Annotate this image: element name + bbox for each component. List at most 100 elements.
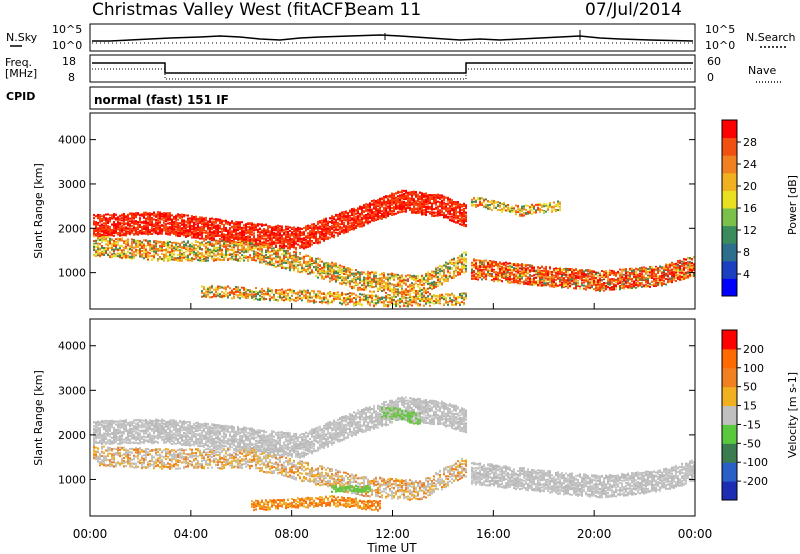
scatter-cell <box>385 213 387 216</box>
scatter-cell <box>113 244 115 247</box>
scatter-cell <box>185 224 187 227</box>
scatter-cell <box>151 227 153 230</box>
scatter-cell <box>431 203 433 206</box>
scatter-cell <box>205 231 207 234</box>
scatter-cell <box>463 224 465 227</box>
scatter-cell <box>411 199 413 202</box>
scatter-cell <box>439 214 441 217</box>
scatter-cell <box>437 212 439 215</box>
scatter-cell <box>299 227 301 230</box>
scatter-cell <box>131 254 133 257</box>
scatter-cell <box>309 232 311 235</box>
scatter-cell <box>291 257 293 260</box>
scatter-cell <box>177 247 179 250</box>
scatter-cell <box>93 247 95 250</box>
scatter-cell <box>377 201 379 204</box>
scatter-cell <box>169 221 171 224</box>
scatter-cell <box>187 230 189 233</box>
scatter-cell <box>403 206 405 209</box>
scatter-cell <box>395 212 397 215</box>
scatter-cell <box>229 221 231 224</box>
scatter-cell <box>313 242 315 245</box>
scatter-cell <box>211 222 213 225</box>
scatter-cell <box>209 234 211 237</box>
scatter-cell <box>353 210 355 213</box>
scatter-cell <box>391 196 393 199</box>
scatter-cell <box>199 217 201 220</box>
scatter-cell <box>293 269 295 272</box>
scatter-cell <box>229 245 231 248</box>
scatter-cell <box>409 199 411 202</box>
scatter-cell <box>121 249 123 252</box>
scatter-cell <box>113 215 115 218</box>
scatter-cell <box>455 207 457 210</box>
scatter-cell <box>447 210 449 213</box>
scatter-cell <box>165 228 167 231</box>
scatter-cell <box>165 212 167 215</box>
scatter-cell <box>225 238 227 241</box>
scatter-cell <box>135 226 137 229</box>
scatter-cell <box>303 242 305 245</box>
scatter-cell <box>233 250 235 253</box>
scatter-cell <box>205 234 207 237</box>
scatter-cell <box>193 222 195 225</box>
scatter-cell <box>361 224 363 227</box>
scatter-cell <box>447 199 449 202</box>
scatter-cell <box>189 250 191 253</box>
scatter-cell <box>105 230 107 233</box>
scatter-cell <box>403 195 405 198</box>
scatter-cell <box>97 223 99 226</box>
scatter-cell <box>97 245 99 248</box>
scatter-cell <box>435 203 437 206</box>
scatter-cell <box>387 213 389 216</box>
scatter-cell <box>439 202 441 205</box>
scatter-cell <box>187 235 189 238</box>
scatter-cell <box>263 228 265 231</box>
scatter-cell <box>249 256 251 259</box>
scatter-cell <box>133 241 135 244</box>
scatter-cell <box>331 215 333 218</box>
scatter-cell <box>337 215 339 218</box>
scatter-cell <box>97 222 99 225</box>
scatter-cell <box>237 241 239 244</box>
scatter-cell <box>149 223 151 226</box>
scatter-cell <box>267 244 269 247</box>
scatter-cell <box>451 219 453 222</box>
scatter-cell <box>263 240 265 243</box>
scatter-cell <box>109 226 111 229</box>
scatter-cell <box>211 231 213 234</box>
scatter-cell <box>179 222 181 225</box>
scatter-cell <box>349 211 351 214</box>
scatter-cell <box>259 241 261 244</box>
scatter-cell <box>163 216 165 219</box>
scatter-cell <box>223 256 225 259</box>
scatter-cell <box>387 197 389 200</box>
scatter-cell <box>145 249 147 252</box>
scatter-cell <box>131 243 133 246</box>
scatter-cell <box>167 246 169 249</box>
scatter-cell <box>115 217 117 220</box>
scatter-cell <box>245 250 247 253</box>
scatter-cell <box>155 248 157 251</box>
scatter-cell <box>141 255 143 258</box>
scatter-cell <box>241 246 243 249</box>
scatter-cell <box>125 245 127 248</box>
scatter-cell <box>127 242 129 245</box>
scatter-cell <box>289 229 291 232</box>
scatter-cell <box>343 232 345 235</box>
scatter-cell <box>341 226 343 229</box>
scatter-cell <box>203 223 205 226</box>
scatter-cell <box>99 226 101 229</box>
scatter-cell <box>161 218 163 221</box>
scatter-cell <box>295 231 297 234</box>
scatter-cell <box>437 200 439 203</box>
scatter-cell <box>243 238 245 241</box>
scatter-cell <box>157 213 159 216</box>
scatter-cell <box>175 243 177 246</box>
scatter-cell <box>285 254 287 257</box>
scatter-cell <box>143 221 145 224</box>
scatter-cell <box>251 229 253 232</box>
scatter-cell <box>323 225 325 228</box>
scatter-cell <box>269 263 271 266</box>
scatter-cell <box>115 238 117 241</box>
